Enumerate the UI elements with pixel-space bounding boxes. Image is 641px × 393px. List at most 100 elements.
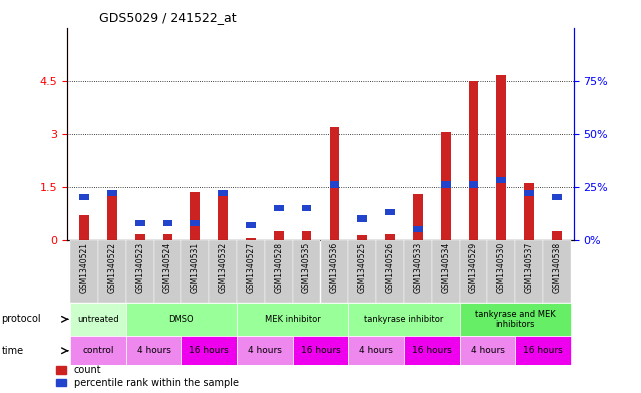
- Text: 4 hours: 4 hours: [248, 346, 282, 355]
- Text: GSM1340525: GSM1340525: [358, 242, 367, 293]
- Text: 4 hours: 4 hours: [359, 346, 393, 355]
- Text: GSM1340522: GSM1340522: [107, 242, 116, 293]
- Bar: [376, 240, 404, 303]
- Text: GDS5029 / 241522_at: GDS5029 / 241522_at: [99, 11, 237, 24]
- Bar: [348, 240, 376, 303]
- Text: 16 hours: 16 hours: [412, 346, 452, 355]
- Bar: [515, 240, 543, 303]
- Bar: [460, 303, 571, 336]
- Text: GSM1340531: GSM1340531: [191, 242, 200, 293]
- Bar: [404, 336, 460, 365]
- Text: GSM1340537: GSM1340537: [525, 242, 534, 294]
- Bar: [329, 181, 339, 188]
- Bar: [524, 183, 534, 240]
- Text: untreated: untreated: [77, 315, 119, 324]
- Text: GSM1340524: GSM1340524: [163, 242, 172, 293]
- Bar: [246, 222, 256, 228]
- Text: GSM1340528: GSM1340528: [274, 242, 283, 293]
- Bar: [237, 336, 293, 365]
- Bar: [70, 240, 98, 303]
- Bar: [163, 234, 172, 240]
- Text: GSM1340532: GSM1340532: [219, 242, 228, 293]
- Bar: [98, 240, 126, 303]
- Bar: [329, 127, 339, 240]
- Text: GSM1340530: GSM1340530: [497, 242, 506, 294]
- Bar: [190, 220, 200, 226]
- Bar: [274, 205, 283, 211]
- Text: GSM1340529: GSM1340529: [469, 242, 478, 293]
- Bar: [126, 240, 154, 303]
- Bar: [441, 132, 451, 240]
- Bar: [302, 205, 312, 211]
- Bar: [293, 240, 320, 303]
- Bar: [348, 336, 404, 365]
- Bar: [441, 181, 451, 188]
- Bar: [552, 231, 562, 240]
- Bar: [469, 81, 478, 240]
- Text: GSM1340527: GSM1340527: [246, 242, 256, 293]
- Bar: [209, 240, 237, 303]
- Text: tankyrase inhibitor: tankyrase inhibitor: [364, 315, 444, 324]
- Text: 16 hours: 16 hours: [523, 346, 563, 355]
- Bar: [460, 240, 487, 303]
- Bar: [293, 336, 348, 365]
- Bar: [70, 303, 126, 336]
- Text: GSM1340523: GSM1340523: [135, 242, 144, 293]
- Bar: [190, 192, 200, 240]
- Bar: [413, 194, 423, 240]
- Text: GSM1340526: GSM1340526: [385, 242, 395, 293]
- Text: 4 hours: 4 hours: [470, 346, 504, 355]
- Bar: [358, 235, 367, 240]
- Text: GSM1340521: GSM1340521: [79, 242, 88, 293]
- Bar: [487, 240, 515, 303]
- Bar: [135, 234, 144, 240]
- Bar: [126, 303, 237, 336]
- Text: GSM1340535: GSM1340535: [302, 242, 311, 294]
- Bar: [135, 220, 144, 226]
- Text: time: time: [1, 346, 24, 356]
- Bar: [154, 240, 181, 303]
- Text: GSM1340536: GSM1340536: [330, 242, 339, 294]
- Bar: [460, 336, 515, 365]
- Bar: [265, 240, 293, 303]
- Bar: [385, 234, 395, 240]
- Bar: [404, 240, 432, 303]
- Text: 4 hours: 4 hours: [137, 346, 171, 355]
- Bar: [246, 238, 256, 240]
- Bar: [218, 190, 228, 196]
- Bar: [432, 240, 460, 303]
- Legend: count, percentile rank within the sample: count, percentile rank within the sample: [56, 365, 238, 388]
- Bar: [543, 240, 571, 303]
- Bar: [385, 209, 395, 215]
- Bar: [163, 220, 172, 226]
- Bar: [107, 190, 117, 196]
- Bar: [79, 215, 89, 240]
- Bar: [552, 194, 562, 200]
- Text: GSM1340533: GSM1340533: [413, 242, 422, 294]
- Bar: [274, 231, 283, 240]
- Bar: [70, 336, 126, 365]
- Bar: [181, 240, 209, 303]
- Text: control: control: [82, 346, 113, 355]
- Text: tankyrase and MEK
inhibitors: tankyrase and MEK inhibitors: [475, 310, 556, 329]
- Text: MEK inhibitor: MEK inhibitor: [265, 315, 320, 324]
- Bar: [126, 336, 181, 365]
- Bar: [320, 240, 348, 303]
- Bar: [302, 231, 312, 240]
- Bar: [107, 190, 117, 240]
- Bar: [218, 194, 228, 240]
- Text: protocol: protocol: [1, 314, 41, 324]
- Text: DMSO: DMSO: [169, 315, 194, 324]
- Bar: [348, 303, 460, 336]
- Bar: [79, 194, 89, 200]
- Bar: [237, 240, 265, 303]
- Bar: [524, 190, 534, 196]
- Text: GSM1340538: GSM1340538: [553, 242, 562, 293]
- Bar: [181, 336, 237, 365]
- Bar: [358, 215, 367, 222]
- Text: GSM1340534: GSM1340534: [441, 242, 450, 294]
- Bar: [469, 181, 478, 188]
- Text: 16 hours: 16 hours: [301, 346, 340, 355]
- Bar: [413, 226, 423, 232]
- Text: 16 hours: 16 hours: [189, 346, 229, 355]
